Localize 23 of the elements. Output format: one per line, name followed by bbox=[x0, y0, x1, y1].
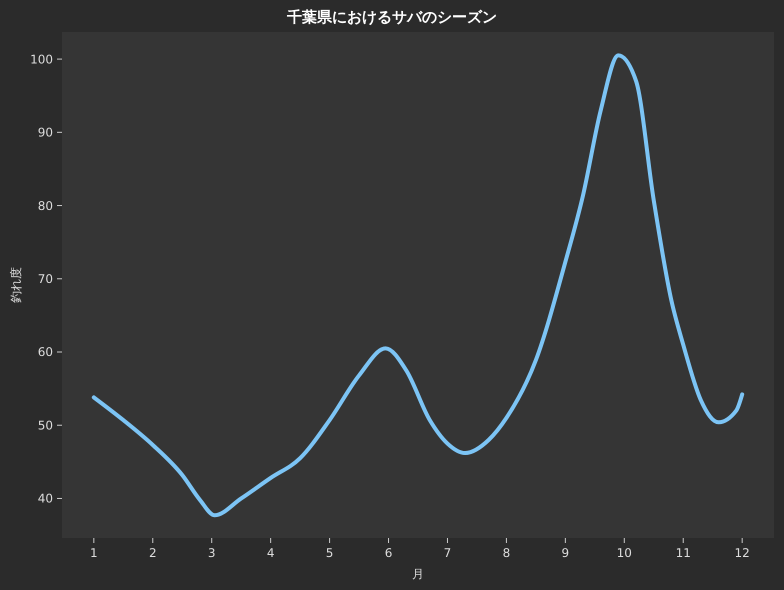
y-tick-label: 40 bbox=[38, 492, 53, 506]
y-tick-label: 100 bbox=[30, 52, 53, 66]
x-axis-title: 月 bbox=[412, 567, 424, 581]
x-tick-label: 6 bbox=[384, 546, 392, 560]
x-tick-label: 8 bbox=[502, 546, 510, 560]
x-tick-label: 3 bbox=[208, 546, 216, 560]
chart-title: 千葉県におけるサバのシーズン bbox=[286, 8, 497, 26]
y-axis-title: 釣れ度 bbox=[9, 267, 23, 303]
line-series bbox=[92, 53, 744, 518]
x-tick-label: 9 bbox=[562, 546, 570, 560]
x-tick-label: 1 bbox=[90, 546, 98, 560]
y-tick-label: 90 bbox=[38, 126, 53, 140]
x-tick-label: 7 bbox=[444, 546, 452, 560]
x-tick-label: 5 bbox=[326, 546, 334, 560]
x-tick-label: 11 bbox=[676, 546, 691, 560]
y-tick-label: 50 bbox=[38, 418, 53, 432]
y-tick-label: 80 bbox=[38, 198, 53, 213]
x-tick-label: 4 bbox=[266, 546, 274, 560]
y-tick-label: 60 bbox=[38, 345, 53, 360]
x-tick-label: 10 bbox=[616, 546, 632, 560]
y-tick-label: 70 bbox=[38, 272, 53, 286]
x-tick-label: 2 bbox=[148, 546, 157, 560]
x-tick-label: 12 bbox=[734, 546, 750, 560]
